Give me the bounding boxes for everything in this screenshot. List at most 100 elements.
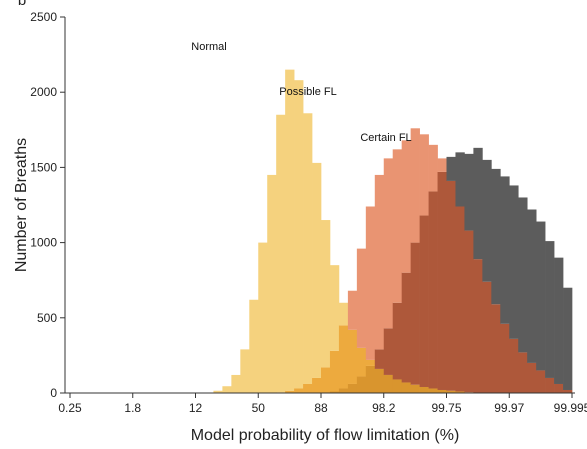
series-label-possible: Possible FL — [279, 86, 336, 98]
histogram-bar — [411, 385, 420, 393]
histogram-bar — [473, 148, 482, 259]
x-tick-label: 99.75 — [431, 401, 461, 415]
histogram-bar — [402, 382, 411, 393]
histogram-bar — [375, 369, 384, 393]
histogram-bar — [366, 360, 375, 366]
histogram-bar — [420, 216, 429, 387]
x-tick-label: 12 — [189, 401, 203, 415]
histogram-bar — [482, 160, 491, 282]
x-tick-label: 1.8 — [124, 401, 141, 415]
histogram-bar — [491, 169, 500, 304]
histogram-bar — [518, 197, 527, 352]
histogram-bar — [491, 304, 500, 393]
histogram-bar — [276, 115, 285, 392]
y-tick-label: 0 — [50, 386, 57, 400]
histogram-bar — [527, 363, 536, 393]
bars-layer — [213, 70, 572, 393]
histogram-bar — [554, 384, 563, 393]
histogram-bar — [500, 324, 509, 393]
histogram-bar — [393, 149, 402, 302]
corner-label: b — [18, 0, 26, 9]
x-tick-label: 99.995 — [554, 401, 587, 415]
series-label-certain: Certain FL — [360, 132, 411, 144]
histogram-bar — [447, 181, 456, 391]
histogram-bar — [366, 366, 375, 393]
histogram-bar — [402, 140, 411, 272]
histogram-bar — [339, 303, 348, 326]
histogram-bar — [357, 348, 366, 377]
histogram-bar — [482, 282, 491, 393]
series-label-normal: Normal — [191, 41, 226, 53]
histogram-bar — [249, 300, 258, 393]
histogram-bar — [222, 386, 231, 393]
histogram-bar — [545, 241, 554, 378]
histogram-bar — [455, 152, 464, 206]
x-tick-label: 50 — [252, 401, 266, 415]
histogram-bar — [312, 378, 321, 393]
histogram-bar — [321, 367, 330, 393]
histogram-bar — [330, 265, 339, 351]
histogram-bar — [393, 379, 402, 393]
histogram-bar — [473, 259, 482, 392]
histogram-bar — [366, 207, 375, 360]
histogram-bar — [384, 158, 393, 328]
y-tick-label: 2500 — [30, 10, 57, 24]
y-tick-label: 500 — [37, 311, 57, 325]
histogram-bar — [402, 273, 411, 383]
histogram-bar — [357, 376, 366, 393]
histogram-bar — [375, 175, 384, 349]
histogram-bar — [429, 388, 438, 393]
x-tick-label: 0.25 — [58, 401, 82, 415]
histogram-bar — [563, 288, 572, 390]
histogram-bar — [509, 185, 518, 338]
x-tick-label: 98.2 — [372, 401, 396, 415]
x-axis-label: Model probability of flow limitation (%) — [191, 427, 460, 444]
histogram-bar — [231, 375, 240, 393]
y-tick-label: 2000 — [30, 85, 57, 99]
histogram-bar — [330, 351, 339, 392]
histogram-bar — [294, 388, 303, 393]
y-axis-label: Number of Breaths — [13, 138, 30, 272]
y-tick-label: 1500 — [30, 160, 57, 174]
histogram-bar — [455, 207, 464, 392]
histogram-bar — [429, 191, 438, 388]
histogram-bar — [339, 325, 348, 388]
histogram-bar — [500, 176, 509, 323]
histogram-bar — [303, 113, 312, 384]
histogram-bar — [375, 349, 384, 369]
histogram-bar — [464, 154, 473, 231]
histogram-bar — [312, 163, 321, 378]
histogram-bar — [420, 387, 429, 393]
histogram-bar — [527, 210, 536, 363]
histogram-bar — [240, 349, 249, 393]
histogram-bar — [429, 145, 438, 192]
histogram-bar — [339, 388, 348, 393]
histogram-bar — [348, 330, 357, 384]
histogram-bar — [348, 384, 357, 393]
histogram-bar — [545, 378, 554, 393]
histogram-bar — [294, 80, 303, 388]
histogram-bar — [438, 172, 447, 390]
histogram-bar — [384, 375, 393, 393]
x-tick-label: 99.97 — [494, 401, 524, 415]
histogram-bar — [536, 370, 545, 393]
y-tick-label: 1000 — [30, 236, 57, 250]
histogram-bar — [348, 291, 357, 330]
histogram-bar — [420, 134, 429, 215]
histogram-bar — [321, 220, 330, 367]
histogram-bar — [393, 303, 402, 380]
histogram-bar — [518, 352, 527, 393]
histogram-bar — [509, 339, 518, 393]
histogram-bar — [554, 258, 563, 384]
histogram-bar — [285, 70, 294, 391]
histogram-bar — [258, 243, 267, 393]
histogram-bar — [267, 175, 276, 393]
histogram-bar — [536, 222, 545, 371]
histogram-bar — [303, 384, 312, 393]
histogram-bar — [464, 231, 473, 393]
histogram-bar — [411, 128, 420, 242]
x-tick-label: 88 — [314, 401, 328, 415]
histogram-bar — [384, 328, 393, 375]
